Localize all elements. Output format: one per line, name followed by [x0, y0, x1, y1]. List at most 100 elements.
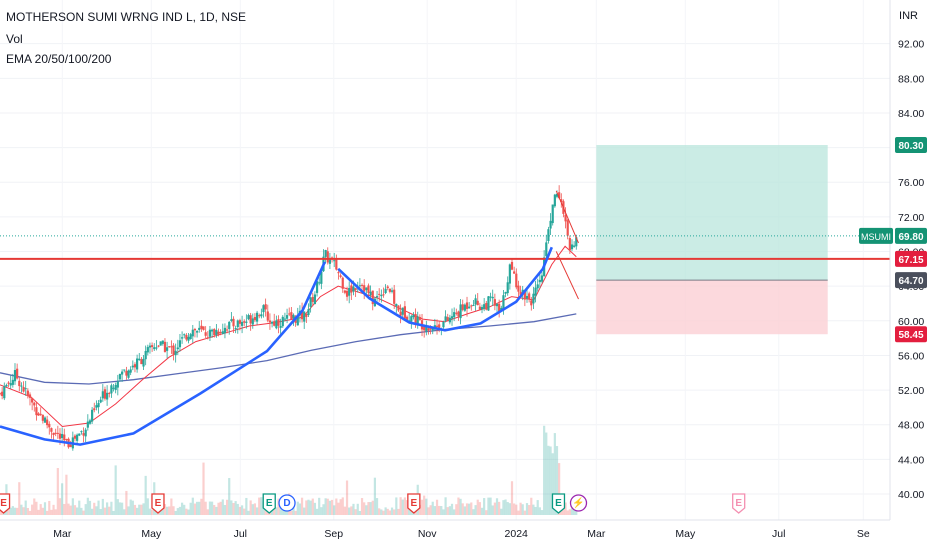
candle-body	[442, 321, 445, 328]
volume-bar	[180, 502, 184, 515]
loss-zone	[596, 280, 828, 335]
volume-bar	[251, 504, 254, 515]
candle-body	[498, 303, 501, 312]
volume-bar	[165, 506, 169, 515]
event-shape	[0, 493, 11, 514]
candle-body	[455, 312, 458, 314]
candle-body	[9, 383, 12, 386]
volume-bar	[463, 506, 466, 515]
event-label: E	[266, 498, 273, 509]
candle-body	[397, 305, 400, 311]
candle-body	[268, 320, 272, 323]
volume-bar	[371, 500, 374, 515]
earnings-event-marker: D	[278, 494, 296, 512]
volume-bar	[223, 504, 227, 515]
volume-bar	[311, 498, 314, 515]
ema-legend[interactable]: EMA 20/50/100/200	[6, 52, 112, 66]
candle-body	[213, 329, 216, 336]
event-label: D	[283, 498, 290, 509]
volume-bar	[292, 507, 295, 515]
volume-bar	[106, 502, 109, 515]
candle-body	[480, 307, 484, 310]
event-shape	[569, 494, 588, 512]
volume-bar	[18, 482, 21, 515]
volume-bar	[112, 510, 115, 515]
volume-bar	[543, 425, 546, 515]
grid	[0, 0, 890, 520]
candlesticks	[0, 185, 578, 451]
volume-bar	[425, 498, 428, 515]
volume-bar	[352, 503, 355, 515]
volume-bar	[56, 468, 59, 515]
candle-body	[174, 350, 177, 356]
volume-bar	[121, 502, 124, 515]
volume-bar	[313, 502, 317, 515]
volume-bar	[202, 462, 205, 515]
candle-body	[339, 275, 342, 277]
volume-bar	[260, 497, 263, 515]
volume-bar	[540, 510, 544, 515]
volume-bar	[455, 504, 458, 515]
candle-body	[375, 296, 379, 298]
candle-body	[395, 303, 398, 307]
volume-bar	[440, 506, 443, 515]
volume-bar	[446, 507, 449, 515]
symbol-title[interactable]: MOTHERSON SUMI WRNG IND L, 1D, NSE	[6, 10, 247, 24]
candle-body	[131, 365, 134, 368]
candle-body	[401, 307, 404, 315]
candle-body	[429, 328, 432, 330]
candle-body	[549, 220, 552, 229]
price-badge-bg	[895, 326, 927, 343]
volume-bar	[568, 509, 571, 515]
volume-bar	[303, 507, 306, 515]
candle-body	[18, 380, 21, 387]
candle-body	[519, 291, 522, 295]
candle-body	[234, 328, 237, 330]
price-badge-bg	[895, 227, 927, 244]
volume-bar	[290, 510, 293, 515]
drawings	[0, 190, 890, 446]
candle-body	[168, 346, 171, 348]
volume-bar	[258, 497, 261, 515]
candle-body	[125, 370, 128, 376]
y-tick-label: 52.00	[898, 385, 924, 397]
candle-body	[255, 312, 259, 322]
volume-bar	[519, 502, 522, 515]
x-tick-label: Mar	[53, 528, 72, 540]
symbol-badge-bg	[859, 227, 893, 244]
volume-bar	[504, 499, 507, 515]
candle-body	[76, 434, 79, 441]
candle-body	[193, 328, 197, 331]
candle-body	[438, 324, 441, 330]
volume-bar	[465, 503, 469, 515]
volume-bar	[508, 503, 511, 515]
candle-body	[343, 290, 347, 293]
candle-body	[324, 249, 327, 257]
candle-body	[215, 329, 218, 336]
volume-bar	[510, 481, 514, 515]
candle-body	[382, 294, 385, 296]
candle-body	[412, 314, 415, 318]
event-label: ⚡	[572, 496, 584, 509]
price-badge: 64.70	[895, 272, 927, 289]
candle-body	[431, 328, 434, 331]
volume-bar	[54, 509, 57, 515]
volume-bar	[363, 502, 366, 515]
candle-body	[410, 316, 413, 322]
candle-body	[217, 331, 220, 335]
candle-body	[461, 304, 464, 310]
volume-bar	[318, 497, 321, 515]
volume-bar	[200, 498, 203, 515]
candle-body	[133, 364, 137, 368]
candle-body	[73, 435, 77, 439]
volume-bar	[71, 498, 74, 515]
volume-legend[interactable]: Vol	[6, 32, 23, 46]
event-shape	[262, 493, 276, 514]
currency-label: INR	[899, 10, 918, 22]
volume-bar	[183, 504, 186, 515]
candle-body	[157, 345, 160, 347]
candle-body	[262, 305, 265, 313]
candle-body	[348, 287, 351, 296]
candle-body	[468, 306, 471, 309]
